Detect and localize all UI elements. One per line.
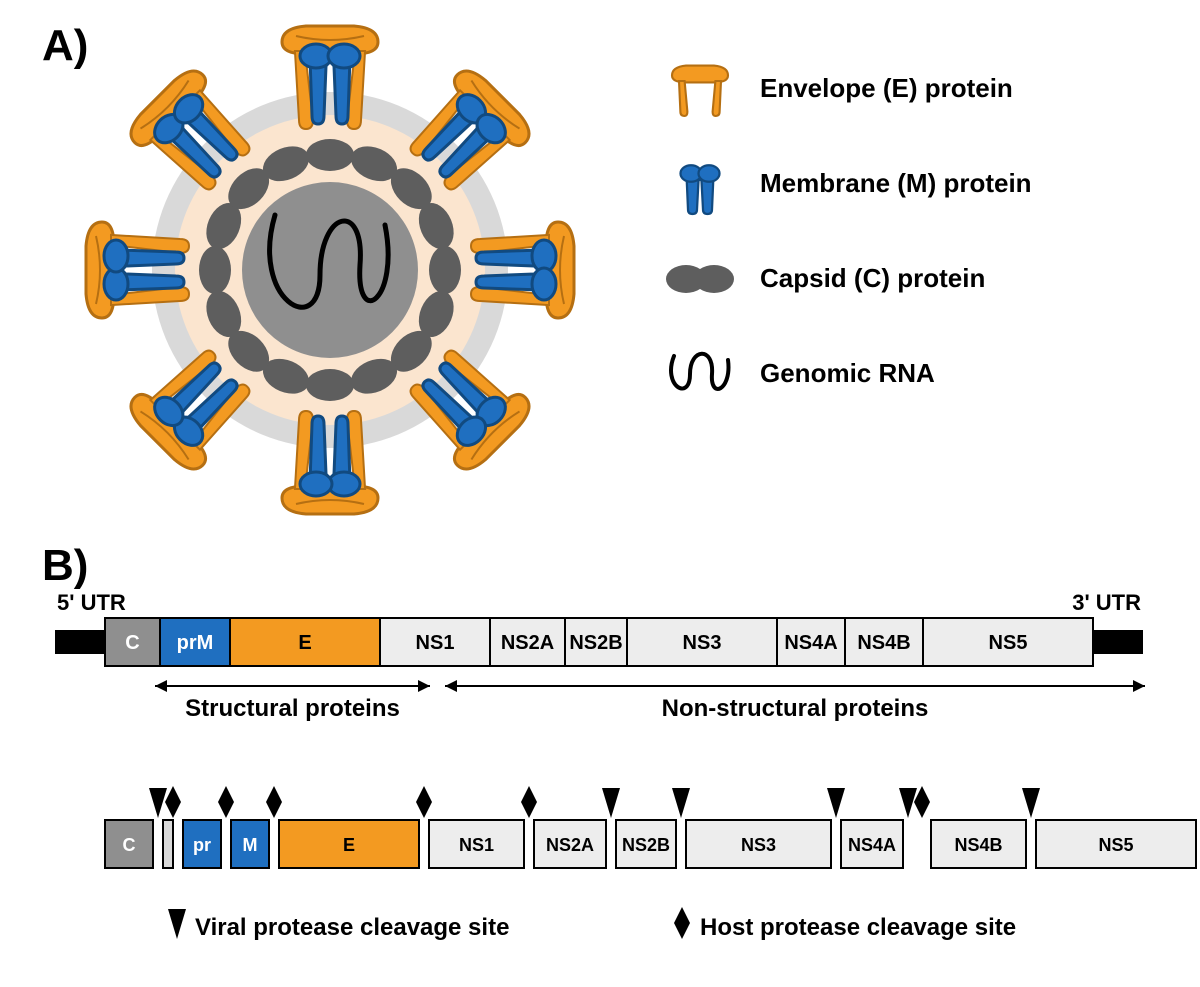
capsid-protein	[429, 246, 461, 294]
cleavage-box-label: NS3	[741, 835, 776, 855]
legend-row-capsid: Capsid (C) protein	[666, 263, 985, 293]
cleavage-box-label: NS2B	[622, 835, 670, 855]
genome-box-label: NS2B	[569, 632, 622, 654]
group-label: Non-structural proteins	[662, 695, 929, 722]
genome-box-label: NS1	[416, 632, 455, 654]
figure-canvas: A) Envelope (E) protein Membrane (M) prote…	[0, 0, 1200, 987]
cleavage-box-label: NS4B	[954, 835, 1002, 855]
legend-label: Envelope (E) protein	[760, 73, 1013, 103]
panel-b-label: B)	[42, 541, 88, 590]
cleavage-box-label: C	[123, 835, 136, 855]
genome-box-label: C	[125, 632, 139, 654]
cleavage-gap	[163, 820, 173, 868]
cleavage-box-label: pr	[193, 835, 211, 855]
capsid-icon	[666, 265, 734, 293]
genome-box-label: E	[298, 632, 311, 654]
three-prime-utr-label: 3' UTR	[1072, 590, 1141, 615]
cleavage-box-label: NS5	[1098, 835, 1133, 855]
viral-cleavage-legend-label: Viral protease cleavage site	[195, 914, 509, 941]
cleavage-box-label: E	[343, 835, 355, 855]
cleavage-box-label: NS1	[459, 835, 494, 855]
cleavage-box-label: NS4A	[848, 835, 896, 855]
genome-polyprotein-row: CprM E NS1 NS2A NS2B NS3 NS4A NS4B NS5	[105, 618, 1093, 666]
panel-a-label: A)	[42, 21, 88, 70]
genome-box-label: NS3	[683, 632, 722, 654]
capsid-protein	[306, 369, 354, 401]
legend-row-rna: Genomic RNA	[671, 354, 935, 389]
genome-box-label: NS4A	[784, 632, 837, 654]
capsid-protein	[306, 139, 354, 171]
five-prime-utr-label: 5' UTR	[57, 590, 126, 615]
host-cleavage-legend-label: Host protease cleavage site	[700, 914, 1016, 941]
genome-box-label: NS5	[989, 632, 1028, 654]
capsid-protein	[199, 246, 231, 294]
nucleocapsid-core	[242, 182, 418, 358]
virion-diagram	[86, 26, 574, 514]
legend-label: Capsid (C) protein	[760, 263, 985, 293]
three-prime-utr	[1093, 630, 1143, 654]
genome-box-label: prM	[177, 632, 214, 654]
five-prime-utr	[55, 630, 105, 654]
group-label: Structural proteins	[185, 695, 400, 722]
legend-label: Genomic RNA	[760, 358, 935, 388]
cleavage-box-label: NS2A	[546, 835, 594, 855]
legend-label: Membrane (M) protein	[760, 168, 1032, 198]
genome-box-label: NS4B	[857, 632, 910, 654]
genome-box-label: NS2A	[501, 632, 554, 654]
cleavage-box-label: M	[243, 835, 258, 855]
